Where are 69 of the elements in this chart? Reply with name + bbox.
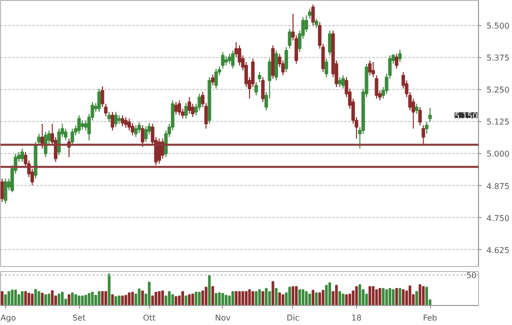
candlestick [134, 124, 138, 138]
y-tick-label: 5.125 [486, 118, 510, 127]
candlestick [178, 100, 182, 116]
candlestick [394, 53, 398, 70]
candlestick [374, 74, 378, 100]
candlestick [64, 128, 68, 141]
y-tick-label: 5.000 [486, 150, 510, 159]
candlestick [184, 102, 188, 120]
candlestick [174, 101, 178, 116]
category-label: 18 [351, 314, 362, 322]
category-label: Nov [214, 314, 231, 322]
candlestick [338, 76, 342, 88]
category-label: Dic [286, 314, 300, 322]
candlestick [258, 71, 262, 82]
candlestick [371, 62, 375, 78]
candlestick [137, 121, 141, 134]
y-tick-label: 4.625 [486, 246, 510, 255]
candlestick [84, 120, 88, 131]
candlestick [221, 52, 225, 70]
candlestick [314, 18, 318, 28]
candlestick [188, 96, 192, 114]
candlestick [120, 114, 124, 127]
candlestick [328, 30, 332, 56]
candlestick [228, 53, 232, 64]
candlestick [422, 124, 426, 144]
annotation: 5.150 [454, 111, 478, 120]
y-tick-label: 5.500 [486, 22, 510, 31]
y-tick-label: 4.750 [486, 214, 510, 223]
candlestick [140, 124, 144, 148]
category-label: Feb [422, 314, 438, 322]
category-label: Ago [0, 314, 16, 322]
candlestick [80, 120, 84, 130]
candlestick [110, 111, 114, 131]
candlestick [418, 106, 422, 126]
candlestick [211, 74, 215, 86]
candlestick [368, 60, 372, 76]
candlestick [0, 178, 4, 202]
y-tick-label: 5.250 [486, 86, 510, 95]
candlestick [4, 178, 8, 204]
category-label: Set [72, 314, 86, 322]
candlestick [414, 103, 418, 114]
candlestick [311, 4, 315, 26]
candlestick [254, 81, 258, 96]
candlestick [428, 107, 432, 122]
candlestick [424, 121, 428, 134]
candlestick [288, 28, 292, 50]
candlestick [214, 68, 218, 90]
candlestick [114, 111, 118, 128]
candlestick [398, 49, 402, 63]
candlestick [231, 50, 235, 70]
candlestick [261, 76, 265, 102]
candlestick [144, 126, 148, 142]
candlestick [341, 74, 345, 90]
candlestick [70, 128, 74, 146]
candlestick [158, 138, 162, 164]
y-tick-label: 5.375 [486, 54, 510, 63]
candlestick [130, 122, 134, 136]
candlestick [324, 58, 328, 78]
y-tick-label: 4.875 [486, 182, 510, 191]
candlestick [97, 88, 101, 112]
candlestick [124, 116, 128, 128]
annotation: 50 [466, 270, 477, 280]
candlestick [284, 46, 288, 72]
candlestick [20, 148, 24, 162]
candlestick [57, 128, 61, 156]
candlestick [274, 50, 278, 81]
category-label: Ott [142, 314, 156, 322]
candlestick [304, 14, 308, 33]
candlestick [77, 114, 81, 134]
